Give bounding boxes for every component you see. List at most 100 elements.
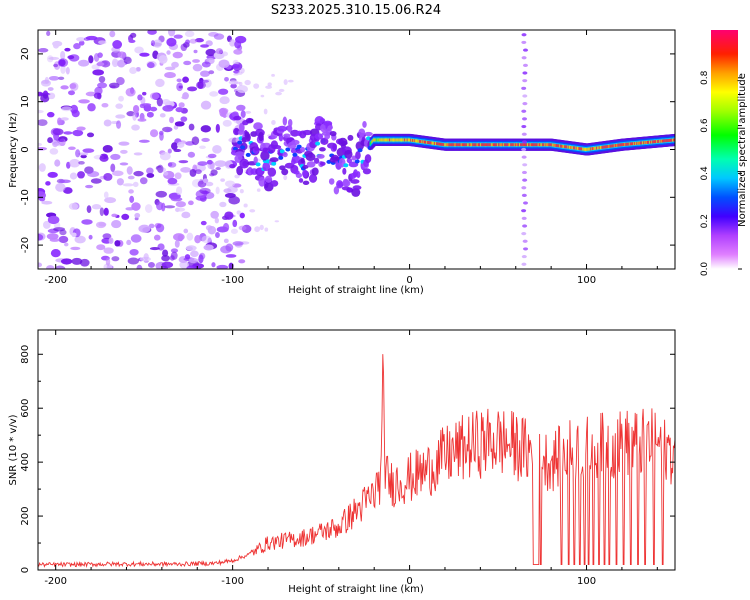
ridge-blob: [302, 180, 310, 185]
spectrogram-noise-blob: [116, 77, 125, 86]
spectrogram-noise-blob: [60, 65, 66, 74]
ridge-blob: [236, 165, 244, 176]
spectrogram-noise-blob: [68, 146, 76, 151]
spectrogram-noise-blob: [78, 99, 90, 104]
spectrogram-noise-blob: [194, 235, 202, 244]
spectrogram-noise-blob: [206, 159, 213, 165]
vertical-artifact-blob: [521, 124, 527, 129]
spectrogram-noise-blob: [159, 132, 164, 141]
vertical-artifact-blob: [521, 262, 527, 266]
ridge-blob: [362, 120, 367, 128]
colorbar-tick-label: 0.2: [700, 214, 710, 228]
spectrogram-ytick-label: 0: [20, 146, 31, 152]
snr-ylabel: SNR (10 * v/v): [8, 414, 19, 485]
spectrogram-noise-blob: [85, 91, 97, 97]
ridge-core: [255, 162, 261, 167]
spectrogram-noise-blob: [96, 244, 106, 251]
spectrogram-noise-blob: [200, 125, 211, 133]
spectrogram-noise-blob: [201, 235, 212, 244]
spectrogram-noise-blob: [180, 167, 192, 173]
spectrogram-noise-blob: [148, 223, 155, 229]
ridge-blob: [253, 122, 263, 130]
spectrogram-noise-blob: [141, 103, 152, 107]
spectrogram-noise-blob: [86, 132, 95, 138]
spectrogram-noise-blob: [149, 106, 158, 112]
ridge-blob: [319, 147, 326, 152]
spectrogram-noise-blob: [38, 233, 44, 241]
spectrogram-noise-blob: [170, 248, 179, 253]
spectrogram-noise-blob: [189, 169, 197, 177]
ridge-blob: [320, 137, 329, 146]
spectrogram-noise-blob: [130, 234, 142, 243]
spectrogram-noise-blob: [192, 59, 200, 63]
spectrogram-noise-blob: [110, 153, 121, 161]
spectrogram-noise-blob: [175, 107, 184, 113]
spectrogram-noise-blob: [216, 264, 229, 269]
spectrogram-noise-blob: [174, 239, 180, 248]
spectrogram-noise-blob: [169, 255, 175, 261]
spectrogram-noise-blob: [108, 237, 114, 245]
ridge-blob: [245, 117, 254, 124]
spectrogram-noise-blob: [152, 39, 162, 48]
spectrogram-noise-blob: [149, 92, 160, 100]
vertical-artifact-blob: [522, 94, 528, 98]
ridge-blob: [269, 157, 279, 163]
spectrogram-noise-blob: [85, 35, 98, 41]
spectrogram-noise-blob: [78, 152, 89, 156]
spectrogram-noise-blob: [54, 265, 66, 269]
spectrogram-noise-blob: [201, 137, 210, 142]
spectrogram-noise-blob: [109, 30, 116, 38]
spectrogram-noise-blob: [228, 196, 240, 205]
spectrogram-noise-blob: [150, 40, 155, 47]
spectrogram-noise-blob: [60, 117, 69, 121]
ridge-blob: [254, 146, 260, 151]
spectrogram-noise-blob: [185, 39, 191, 45]
spectrogram-noise-blob: [117, 51, 126, 59]
spectrogram-noise-blob: [102, 145, 113, 153]
spectrogram-noise-blob: [189, 38, 198, 44]
spectrogram-noise-blob: [147, 62, 155, 69]
spectrogram-noise-blob: [46, 233, 59, 240]
spectrogram-noise-blob: [63, 187, 73, 194]
colorbar-tick-label: 0.8: [700, 70, 710, 85]
spectrogram-noise-blob: [219, 201, 227, 208]
spectrogram-noise-blob: [182, 76, 189, 83]
spectrogram-noise-blob: [41, 200, 53, 205]
ridge-blob: [342, 167, 347, 175]
spectrogram-noise-blob: [45, 181, 51, 186]
spectrogram-noise-blob: [77, 171, 85, 179]
spectrogram-noise-blob: [58, 76, 65, 81]
ridge-blob: [267, 167, 277, 177]
spectrogram-noise-blob: [238, 259, 246, 264]
spectrogram-noise-blob: [244, 79, 251, 86]
spectrogram-noise-blob: [218, 88, 229, 95]
spectrogram-noise-blob: [132, 112, 137, 121]
snr-ticks: -200 -100 0 100 0 200 400 600 800: [20, 330, 675, 587]
spectrogram-noise-blob: [47, 137, 53, 144]
spectrogram-noise-blob: [199, 79, 210, 83]
ridge-blob: [329, 131, 337, 137]
spectrogram-noise-blob: [95, 221, 107, 229]
spectrogram-noise-blob: [69, 172, 78, 180]
spectrogram-noise-blob: [82, 148, 95, 153]
spectrogram-noise-blob: [220, 178, 225, 182]
spectrogram-noise-blob: [60, 50, 66, 60]
ridge-blob: [356, 171, 361, 178]
spectrogram-noise-blob: [88, 55, 94, 64]
ridge-blob: [302, 164, 309, 169]
ridge-core: [296, 144, 302, 149]
spectrogram-noise-blob: [64, 242, 69, 247]
vertical-artifact-blob: [521, 132, 527, 136]
spectrogram-noise-blob: [146, 111, 154, 118]
snr-xtick-label: 100: [577, 576, 596, 587]
ridge-blob: [358, 128, 366, 137]
spectrogram-noise-blob: [144, 204, 153, 213]
snr-xtick-label: -200: [44, 576, 67, 587]
vertical-artifact-blob: [522, 239, 528, 243]
spectrogram-noise-blob: [139, 177, 148, 185]
spectrogram-noise-blob: [182, 92, 189, 100]
spectrogram-noise-blob: [264, 227, 269, 232]
spectrogram-noise-blob: [101, 103, 109, 108]
snr-ytick-label: 800: [20, 345, 31, 364]
spectrogram-noise-blob: [223, 238, 229, 244]
